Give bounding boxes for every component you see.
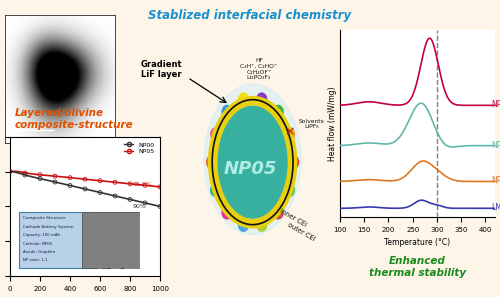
NP00 [7, 170, 13, 173]
Y-axis label: Heat flow (mW/mg): Heat flow (mW/mg) [328, 86, 337, 161]
Point [126, 181, 134, 186]
X-axis label: Temperature (°C): Temperature (°C) [384, 238, 450, 247]
Text: LMFP: LMFP [492, 203, 500, 212]
Ellipse shape [288, 156, 298, 169]
Ellipse shape [210, 184, 220, 197]
NP05 [17, 170, 23, 173]
NP05 [150, 184, 156, 188]
NP05 [145, 184, 151, 187]
Text: NP05: NP05 [224, 160, 277, 178]
Point [36, 172, 44, 177]
NP05 [11, 170, 17, 173]
Text: outer CEI: outer CEI [286, 222, 316, 242]
NP00 [47, 179, 53, 183]
Ellipse shape [284, 184, 294, 197]
Ellipse shape [273, 206, 283, 219]
Text: Solvents
LiPF₆: Solvents LiPF₆ [298, 119, 324, 129]
Line: NP00: NP00 [10, 171, 160, 206]
Point [66, 175, 74, 180]
Point [111, 194, 119, 198]
Ellipse shape [284, 128, 294, 141]
Text: HF
C₂H⁺, C₂HO⁺
C₂H₂OF⁺
Li₂PO₃F₂: HF C₂H⁺, C₂HO⁺ C₂H₂OF⁺ Li₂PO₃F₂ [240, 58, 278, 80]
Text: Gradient
LiF layer: Gradient LiF layer [140, 60, 182, 79]
NP00 [35, 176, 41, 180]
Ellipse shape [222, 206, 232, 219]
Text: Layered/olivine
composite-structure: Layered/olivine composite-structure [15, 108, 134, 129]
Point [96, 190, 104, 195]
Point [156, 184, 164, 189]
Ellipse shape [204, 84, 301, 235]
Ellipse shape [217, 106, 288, 218]
Text: 90%: 90% [133, 204, 147, 209]
Text: ✕: ✕ [284, 126, 294, 139]
Text: NP10: NP10 [492, 141, 500, 150]
NP00 [144, 202, 150, 205]
Ellipse shape [256, 218, 266, 231]
Point [51, 180, 59, 184]
Point [21, 171, 29, 176]
Line: NP05: NP05 [10, 171, 160, 187]
Point [66, 183, 74, 188]
Ellipse shape [238, 218, 248, 231]
Point [51, 174, 59, 178]
NP05 [36, 173, 42, 176]
NP05 [48, 174, 54, 177]
Point [156, 204, 164, 209]
Ellipse shape [273, 105, 283, 119]
NP05 [157, 185, 163, 189]
Point [6, 169, 14, 174]
Text: Stablized interfacial chemistry: Stablized interfacial chemistry [148, 9, 352, 22]
NP00 [150, 203, 156, 206]
Legend: NP00, NP05: NP00, NP05 [122, 140, 157, 157]
Point [81, 177, 89, 181]
Ellipse shape [206, 156, 216, 169]
NP05 [7, 170, 13, 173]
Point [21, 173, 29, 177]
Point [111, 180, 119, 185]
Text: 95.6%: 95.6% [133, 182, 153, 187]
Text: 500 nm: 500 nm [25, 126, 46, 131]
Point [141, 183, 149, 188]
Text: NP50: NP50 [492, 100, 500, 109]
NP00 [16, 171, 22, 175]
Point [126, 197, 134, 202]
Point [141, 200, 149, 205]
Text: inner CEI: inner CEI [278, 207, 307, 228]
Ellipse shape [238, 93, 248, 106]
Text: Enhanced
thermal stability: Enhanced thermal stability [369, 257, 466, 278]
Ellipse shape [256, 93, 266, 106]
Point [6, 169, 14, 174]
Ellipse shape [222, 105, 232, 119]
Text: NP00: NP00 [492, 176, 500, 186]
NP00 [13, 170, 19, 174]
NP00 [157, 205, 163, 208]
Point [81, 187, 89, 191]
NP05 [14, 170, 20, 173]
Ellipse shape [210, 128, 220, 141]
Text: 45 °C: 45 °C [100, 262, 125, 271]
Point [36, 176, 44, 181]
Point [96, 178, 104, 183]
